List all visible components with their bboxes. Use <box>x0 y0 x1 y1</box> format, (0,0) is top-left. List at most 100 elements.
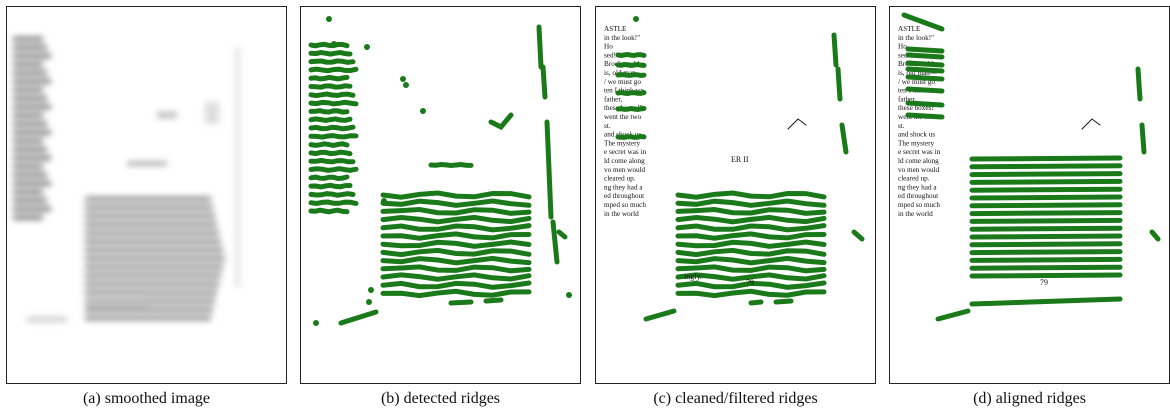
ridge-line <box>675 206 827 216</box>
ridge-line <box>380 198 532 208</box>
page-text-line: ld come along <box>898 157 939 165</box>
ridge-line <box>380 190 532 200</box>
smoothed-line <box>85 265 223 269</box>
page-text-line: cleared up. <box>604 175 636 183</box>
smoothed-line <box>127 162 167 165</box>
page-text-line: mped so much <box>604 201 646 209</box>
ridge-line <box>380 288 532 299</box>
page-text-line: in the world <box>898 210 933 218</box>
ridge-line <box>969 210 1123 217</box>
ridge-line <box>615 105 647 113</box>
caption-c: (c) cleaned/filtered ridges <box>653 390 818 407</box>
smoothed-line <box>13 181 51 186</box>
ridge-line <box>308 49 353 57</box>
ridge-line <box>308 41 350 49</box>
ridge-line <box>675 264 827 274</box>
ridge-dot <box>420 108 426 114</box>
ridge-dot <box>566 292 572 298</box>
ridge-line <box>380 272 532 282</box>
page-number: 79 <box>746 278 754 287</box>
ridge-line <box>969 217 1123 224</box>
panel-aligned-ridges: ASTLE in the look!" Ho sed!" Brock, and he is… <box>889 6 1170 384</box>
ridge-line <box>905 66 945 74</box>
ridge-dot <box>364 44 370 50</box>
smoothed-line <box>13 79 51 84</box>
smoothed-line <box>13 215 43 220</box>
ridge-line <box>556 229 568 240</box>
ridge-line <box>969 249 1123 256</box>
page-text-line: e secret was in <box>604 148 647 156</box>
smoothed-line <box>85 256 225 261</box>
ridge-line <box>544 119 554 220</box>
ridge-line <box>1149 229 1161 242</box>
ridge-line <box>905 86 945 94</box>
page-text-line: vo men would <box>898 166 940 174</box>
ridge-line <box>969 163 1123 170</box>
ridge-line <box>905 100 945 108</box>
ridge-line <box>308 182 353 190</box>
ridge-line <box>308 141 350 148</box>
ridge-line <box>675 214 827 225</box>
page-text-line: Ho <box>604 43 613 51</box>
page-text-line: ASTLE <box>604 25 627 33</box>
ridge-line <box>969 225 1123 232</box>
ridge-line <box>675 247 827 258</box>
ridge-line <box>308 91 356 99</box>
smoothed-line <box>13 88 43 92</box>
page-text-line: st. <box>604 122 611 130</box>
caption-a: (a) smoothed image <box>82 390 211 407</box>
smoothed-line <box>13 164 43 169</box>
smoothed-line <box>13 198 47 203</box>
ridge-dot <box>403 82 409 88</box>
ridge-line <box>308 157 356 165</box>
ridge-line <box>308 108 350 115</box>
caption-d: (d) aligned ridges <box>973 390 1086 407</box>
page-mark <box>1081 118 1101 130</box>
ridge-line <box>308 199 359 207</box>
ridge-line <box>338 309 379 326</box>
smoothed-line <box>13 190 43 194</box>
ridge-dot <box>326 16 332 22</box>
ridge-line <box>308 191 356 198</box>
chapter-mark: ER II <box>731 155 749 164</box>
smoothed-line <box>13 96 47 101</box>
ridge-line <box>969 186 1123 193</box>
page-text-line: / we must go <box>898 78 935 86</box>
ridge-dot <box>313 320 319 326</box>
ridge-line <box>748 298 794 306</box>
ridge-dot <box>381 198 387 204</box>
ridge-line <box>905 112 945 120</box>
page-text-line: vo men would <box>604 166 646 174</box>
ridge-line <box>675 223 827 233</box>
ridge-line <box>675 255 827 266</box>
ridge-line <box>380 247 532 258</box>
ridge-dot <box>368 287 374 293</box>
ridge-line <box>615 61 647 69</box>
ridge-line <box>901 12 945 32</box>
smoothed-line <box>13 45 47 50</box>
page-text-line: ng they had a <box>604 183 643 191</box>
ridge-line <box>675 198 827 208</box>
ridge-line <box>380 239 532 249</box>
ridge-line <box>969 256 1123 263</box>
page-text-line: father, <box>604 95 622 103</box>
smoothed-line <box>85 316 211 320</box>
ridge-line <box>643 308 677 322</box>
page-text-line: in the look!" <box>604 34 640 42</box>
ridge-line <box>428 161 474 169</box>
ridge-line <box>540 64 548 100</box>
page-text-line: in the look!" <box>898 34 934 42</box>
ridge-line <box>969 194 1123 201</box>
page-text-line: Ho <box>898 43 907 51</box>
ridge-dot <box>331 41 337 47</box>
ridge-line <box>308 207 350 215</box>
word-ingly: ingly. <box>684 272 702 281</box>
page-text-line: in the world <box>604 210 639 218</box>
page-text-line: ld come along <box>604 157 645 165</box>
ridge-line <box>969 202 1123 209</box>
ridge-line <box>1139 122 1147 155</box>
ridge-line <box>969 272 1123 279</box>
page-text-line: / we must go <box>604 78 641 86</box>
ridge-line <box>675 280 827 290</box>
smoothed-line <box>13 130 51 135</box>
